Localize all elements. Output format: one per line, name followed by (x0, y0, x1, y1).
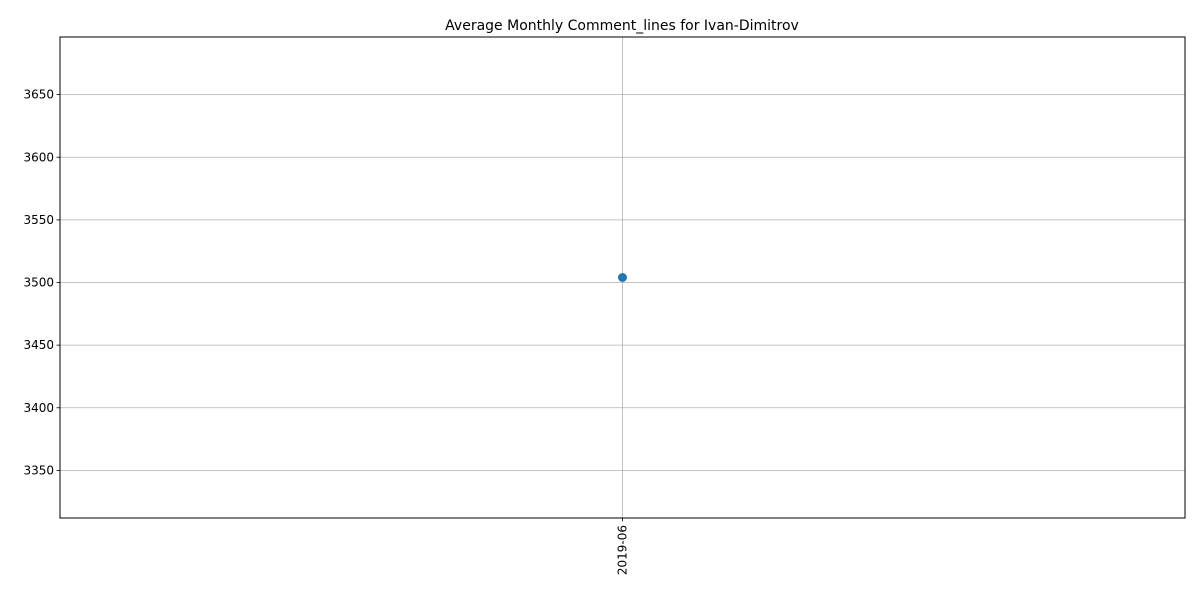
y-tick-label: 3350 (23, 463, 54, 477)
y-tick-label: 3400 (23, 401, 54, 415)
x-axis: 2019-06 (616, 518, 630, 575)
y-axis: 3350 3400 3450 3500 3550 3600 3650 (23, 88, 60, 477)
y-tick-label: 3550 (23, 213, 54, 227)
y-tick-label: 3500 (23, 276, 54, 290)
y-tick-label: 3450 (23, 338, 54, 352)
y-tick-label: 3650 (23, 88, 54, 102)
x-tick-label: 2019-06 (616, 525, 630, 575)
y-tick-label: 3600 (23, 150, 54, 164)
chart-title: Average Monthly Comment_lines for Ivan-D… (445, 18, 799, 34)
data-point (618, 273, 627, 282)
series-layer (618, 273, 627, 282)
